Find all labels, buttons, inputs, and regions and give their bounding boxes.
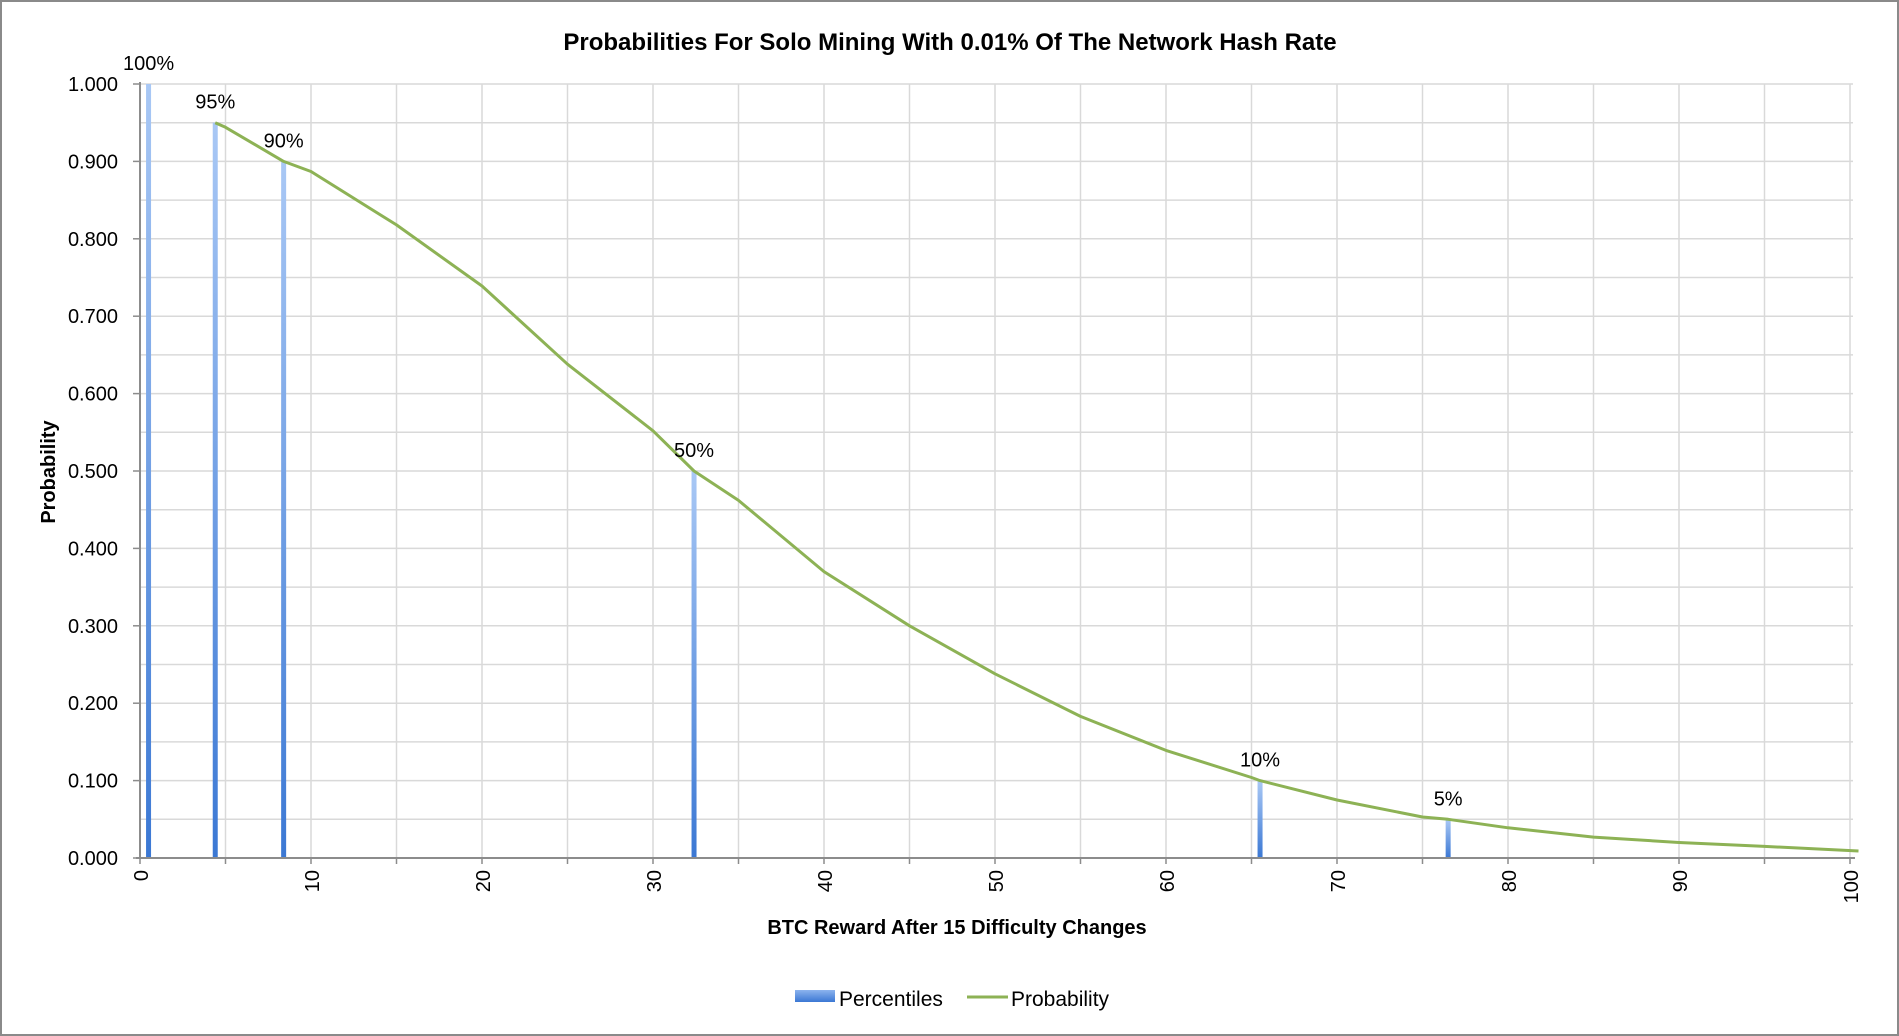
y-tick-label: 0.100 — [68, 771, 118, 793]
percentile-data-label: 100% — [123, 53, 174, 75]
probability-curve — [214, 121, 1859, 853]
percentile-data-label: 50% — [674, 440, 714, 462]
y-tick-label: 0.200 — [68, 693, 118, 715]
y-tick-label: 1.000 — [68, 74, 118, 96]
x-tick-label: 40 — [815, 870, 837, 892]
x-tick-label: 10 — [302, 870, 324, 892]
x-tick-label: 60 — [1157, 870, 1179, 892]
y-axis-title: Probability — [38, 419, 60, 523]
y-tick-label: 0.700 — [68, 306, 118, 328]
percentile-data-label: 5% — [1434, 788, 1463, 810]
y-tick-label: 0.300 — [68, 616, 118, 638]
x-tick-label: 100 — [1841, 870, 1863, 903]
percentile-bar — [1445, 819, 1451, 858]
axes — [136, 82, 1855, 864]
percentile-data-label: 10% — [1240, 750, 1280, 772]
percentile-bars — [146, 84, 1451, 858]
legend: Percentiles Probability — [795, 988, 1110, 1011]
x-tick-label: 50 — [986, 870, 1008, 892]
legend-label-probability: Probability — [1011, 988, 1110, 1011]
legend-bar-swatch-icon — [795, 990, 835, 1002]
y-tick-label: 0.600 — [68, 384, 118, 406]
legend-item-percentiles: Percentiles — [795, 988, 943, 1011]
percentile-bar — [146, 84, 152, 858]
y-tick-label: 0.800 — [68, 229, 118, 251]
probability-line — [214, 121, 1859, 853]
x-tick-label: 90 — [1670, 870, 1692, 892]
percentile-bar — [281, 161, 287, 858]
x-axis-ticks: 0 10 20 30 40 50 60 70 80 90 100 — [131, 870, 1863, 903]
percentile-bar — [691, 471, 697, 858]
legend-item-probability: Probability — [967, 988, 1110, 1011]
y-tick-label: 0.400 — [68, 538, 118, 560]
x-tick-label: 70 — [1328, 870, 1350, 892]
percentile-labels: 100% 95% 90% 50% 10% 5% — [123, 53, 1463, 810]
percentile-bar — [212, 122, 218, 858]
x-tick-label: 0 — [131, 870, 153, 881]
percentile-bar — [1257, 780, 1263, 858]
y-tick-label: 0.000 — [68, 848, 118, 870]
y-tick-label: 0.500 — [68, 461, 118, 483]
x-tick-label: 80 — [1499, 870, 1521, 892]
gridlines — [140, 83, 1853, 858]
x-tick-label: 20 — [473, 870, 495, 892]
chart-title: Probabilities For Solo Mining With 0.01%… — [563, 29, 1336, 56]
x-tick-label: 30 — [644, 870, 666, 892]
y-tick-label: 0.900 — [68, 151, 118, 173]
percentile-data-label: 90% — [264, 130, 304, 152]
y-axis-ticks: 0.000 0.100 0.200 0.300 0.400 0.500 0.600 0.700… — [68, 74, 140, 870]
percentile-data-label: 95% — [195, 92, 235, 114]
x-axis-title: BTC Reward After 15 Difficulty Changes — [767, 917, 1146, 939]
legend-label-percentiles: Percentiles — [839, 988, 943, 1011]
